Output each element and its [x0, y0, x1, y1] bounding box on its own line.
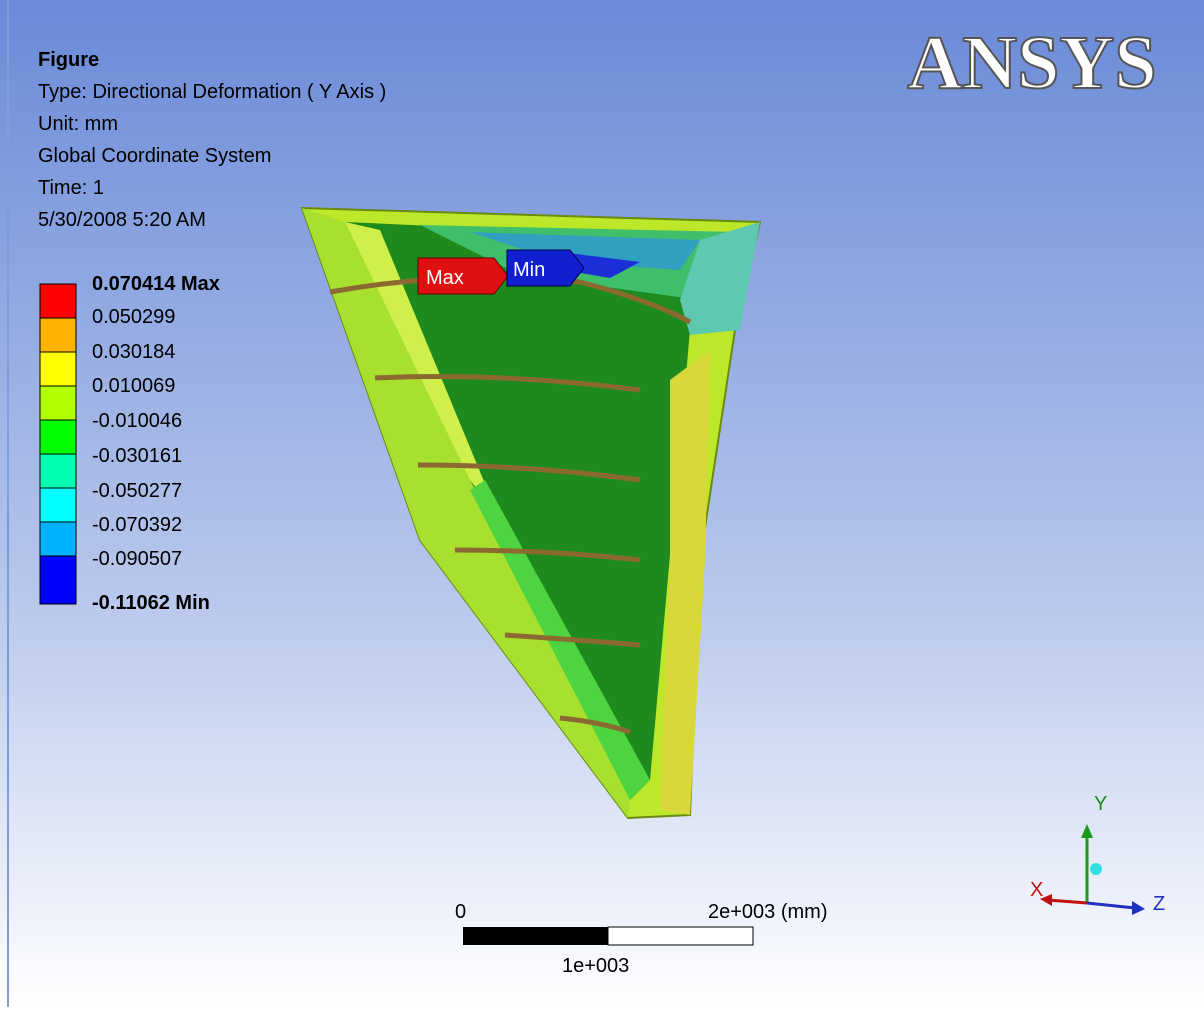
legend-swatch	[39, 419, 77, 455]
legend-label: -0.050277	[92, 480, 182, 502]
legend-swatch	[39, 487, 77, 523]
legend-swatch	[39, 453, 77, 489]
figure-title: Figure	[38, 49, 99, 71]
legend-swatch	[39, 385, 77, 421]
scale-start: 0	[455, 901, 466, 923]
legend-label: 0.050299	[92, 306, 175, 328]
legend-label: -0.010046	[92, 410, 182, 432]
axis-z-label: Z	[1153, 893, 1165, 915]
legend-scale	[39, 283, 77, 605]
legend-label: -0.090507	[92, 548, 182, 570]
legend-swatch	[39, 351, 77, 387]
legend-swatch	[39, 283, 77, 319]
axis-y-label: Y	[1094, 793, 1107, 815]
legend-label: -0.11062 Min	[92, 592, 210, 614]
min-label: Min	[513, 259, 545, 281]
legend-label: 0.030184	[92, 341, 175, 363]
scale-middle: 1e+003	[562, 955, 629, 977]
legend-label: -0.070392	[92, 514, 182, 536]
axis-triad	[1040, 824, 1145, 915]
legend-swatch	[39, 317, 77, 353]
scale-bar-white	[607, 926, 754, 946]
info-line: Global Coordinate System	[38, 145, 271, 167]
info-line: Unit: mm	[38, 113, 118, 135]
legend-label: 0.010069	[92, 375, 175, 397]
info-line: Time: 1	[38, 177, 104, 199]
legend-label: -0.030161	[92, 445, 182, 467]
max-label: Max	[426, 267, 464, 289]
model	[300, 206, 762, 820]
legend-swatch	[39, 555, 77, 605]
scale-end: 2e+003 (mm)	[708, 901, 828, 923]
legend-swatch	[39, 521, 77, 557]
info-line: Type: Directional Deformation ( Y Axis )	[38, 81, 386, 103]
logo: ANSYS	[907, 21, 1156, 105]
max-probe	[417, 257, 509, 295]
scale-bar-black	[463, 927, 608, 945]
info-line: 5/30/2008 5:20 AM	[38, 209, 206, 231]
axis-x-label: X	[1030, 879, 1043, 901]
legend-label: 0.070414 Max	[92, 273, 220, 295]
min-probe	[506, 249, 585, 287]
